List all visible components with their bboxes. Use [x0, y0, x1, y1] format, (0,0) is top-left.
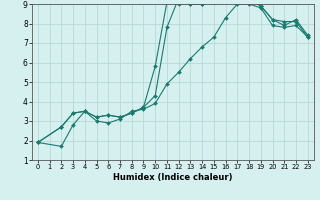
X-axis label: Humidex (Indice chaleur): Humidex (Indice chaleur)	[113, 173, 233, 182]
